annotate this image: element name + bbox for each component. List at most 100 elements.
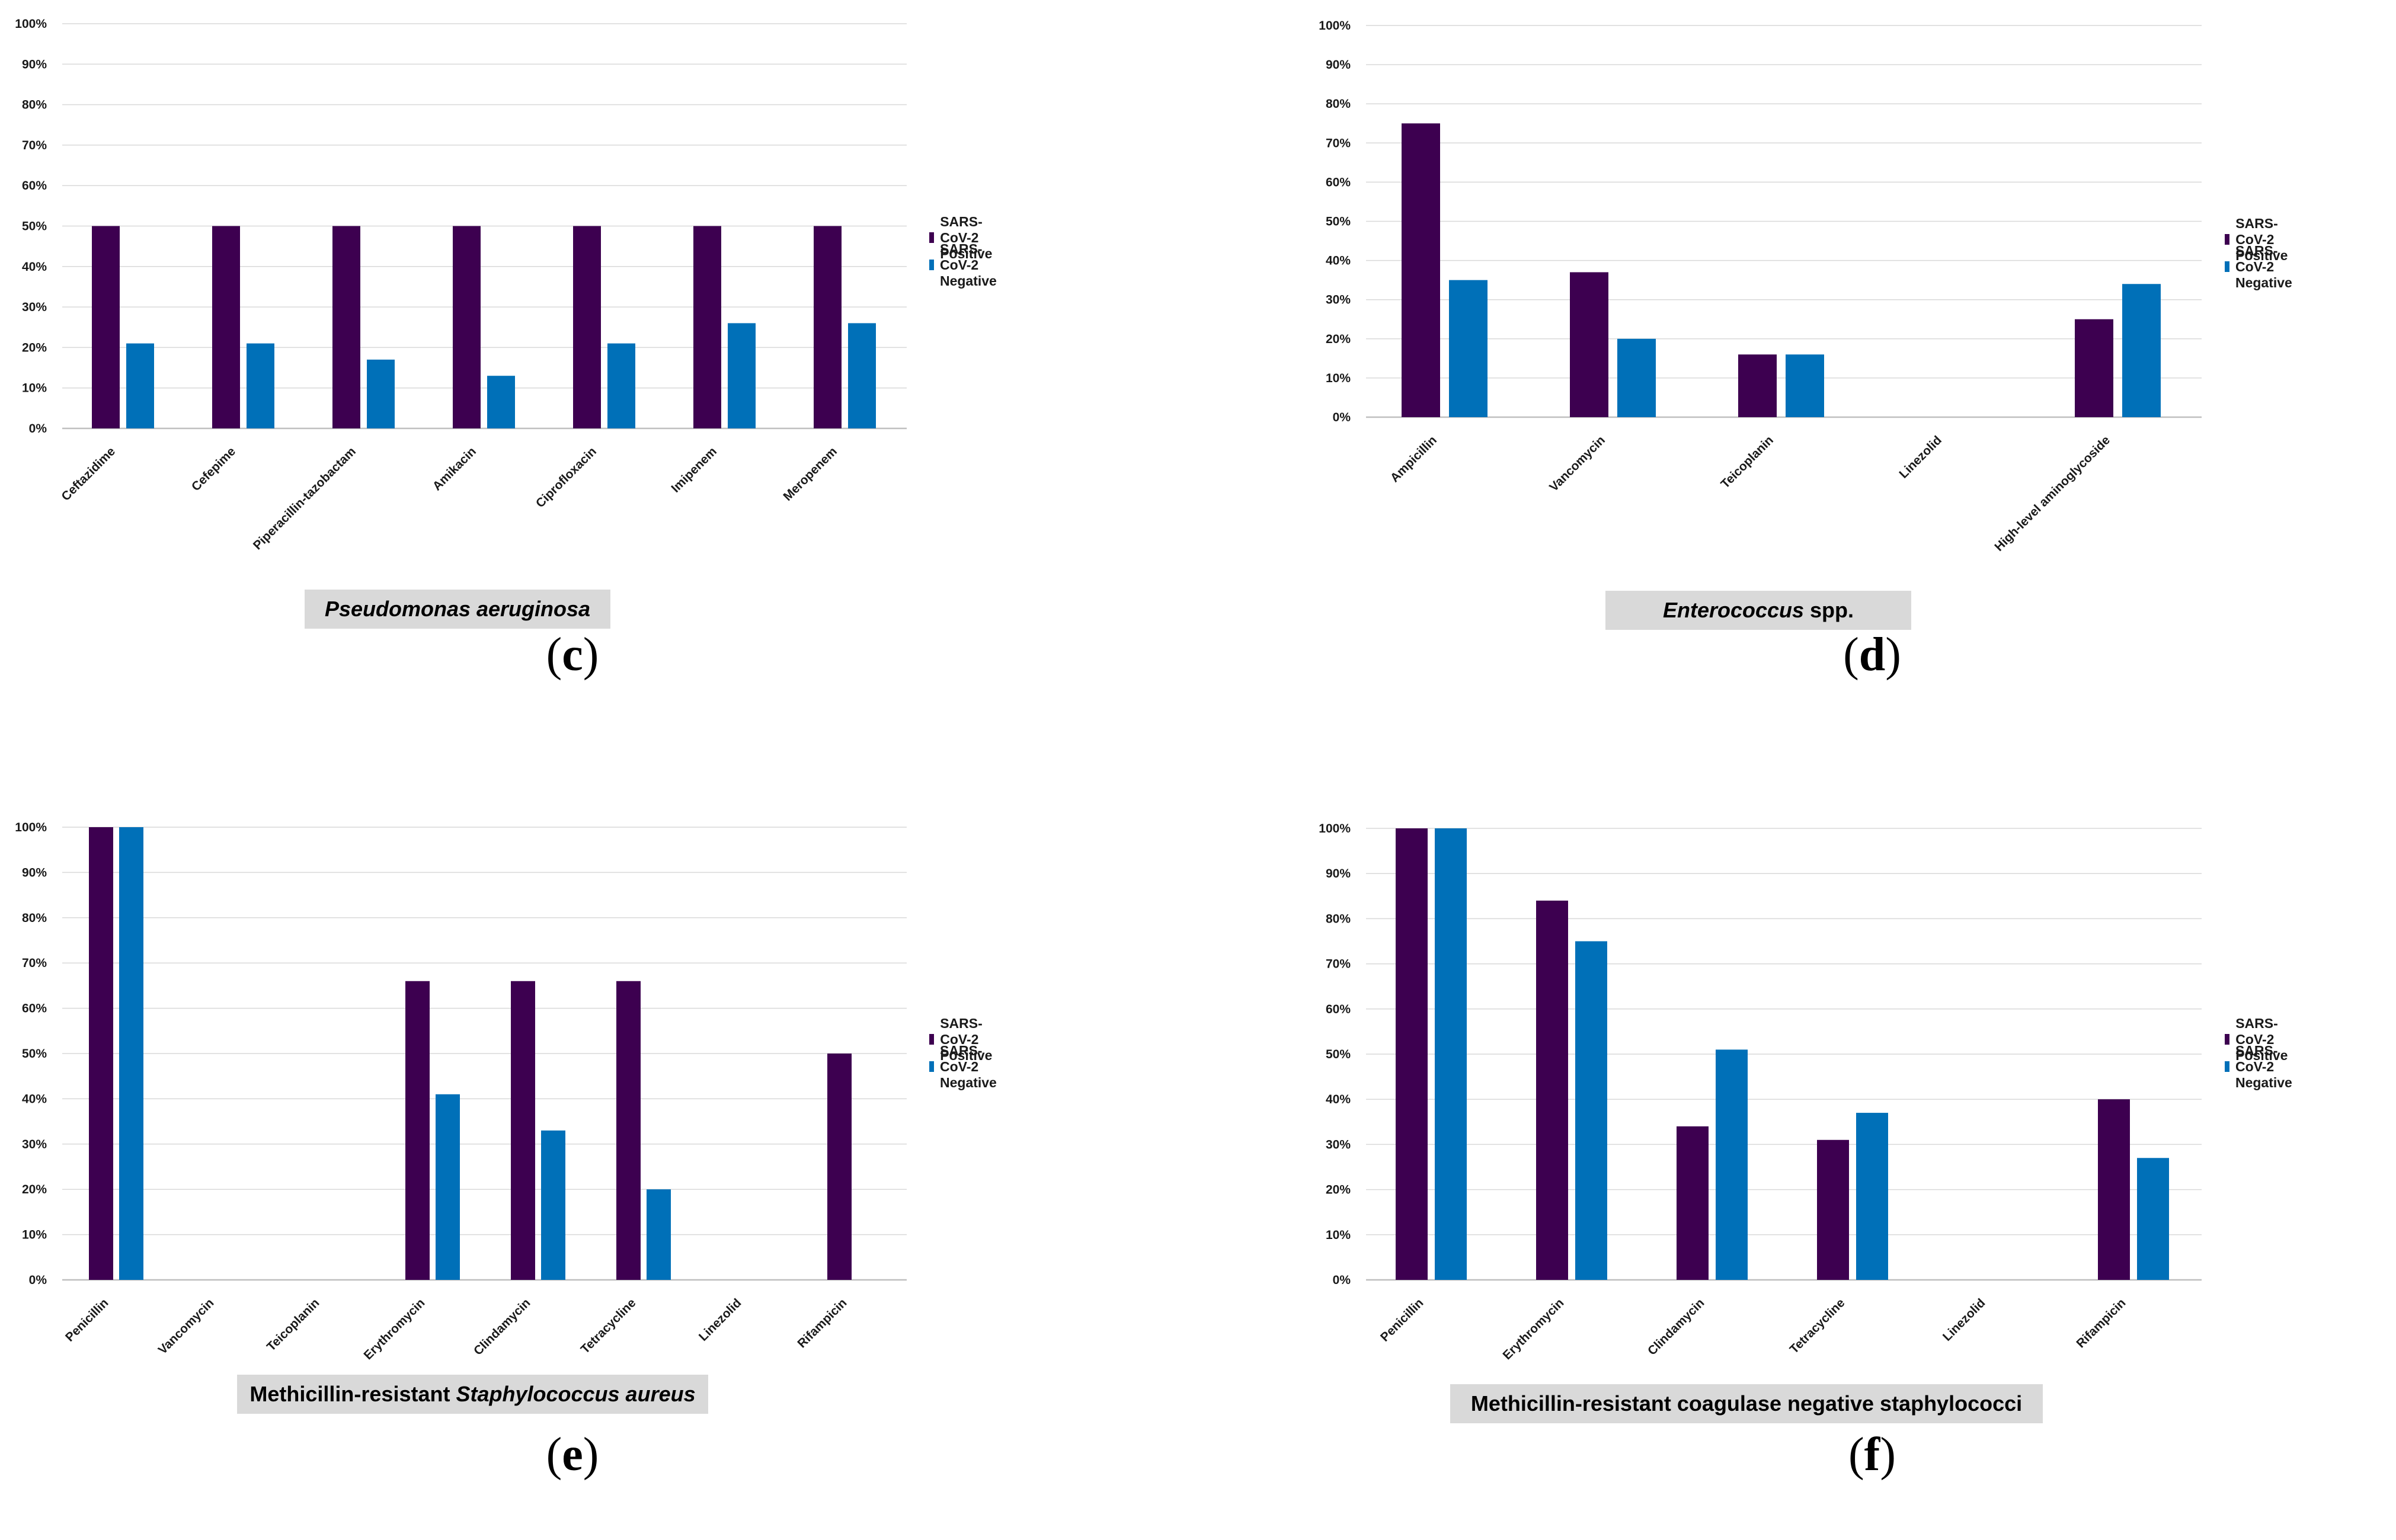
y-tick-label: 30% <box>22 300 47 314</box>
x-category-label: Linezolid <box>1940 1296 1988 1344</box>
legend-e: SARS-CoV-2 Positive SARS-CoV-2 Negative <box>929 1016 1003 1090</box>
legend-label-positive: SARS-CoV-2 Positive <box>940 213 993 261</box>
y-tick-label: 40% <box>1326 254 1351 268</box>
bar-positive <box>827 1054 852 1280</box>
y-tick-label: 40% <box>22 260 47 274</box>
bar-negative <box>541 1130 565 1280</box>
bar-negative <box>848 323 876 428</box>
bar-positive <box>814 226 842 428</box>
legend-label-positive: SARS-CoV-2 Positive <box>940 1015 993 1063</box>
legend-entry-positive: SARS-CoV-2 Positive <box>929 214 1003 261</box>
legend-label-negative: SARS-CoV-2 Negative <box>2235 242 2292 290</box>
bar-negative <box>1435 828 1467 1280</box>
panel-label-f: (f) <box>1848 1429 1896 1481</box>
legend-label-positive: SARS-CoV-2 Positive <box>2235 1015 2288 1063</box>
legend-swatch-positive <box>2225 234 2230 245</box>
panel-label-d: (d) <box>1843 629 1901 681</box>
bar-positive <box>92 226 120 428</box>
organism-caption-f: Methicillin-resistant coagulase negative… <box>1450 1384 2043 1423</box>
bar-negative <box>119 827 143 1280</box>
legend-entry-negative: SARS-CoV-2 Negative <box>2225 243 2298 290</box>
bar-negative <box>1716 1049 1748 1280</box>
bar-positive <box>89 827 113 1280</box>
bar-positive <box>1536 900 1568 1280</box>
x-category-label: Tetracycline <box>1787 1296 1848 1356</box>
bar-positive <box>2075 319 2113 417</box>
y-tick-label: 60% <box>22 179 47 193</box>
y-tick-label: 70% <box>22 139 47 152</box>
y-tick-label: 70% <box>22 956 47 970</box>
y-tick-label: 60% <box>22 1002 47 1016</box>
y-tick-label: 80% <box>22 98 47 112</box>
bar-negative <box>126 343 154 428</box>
y-tick-label: 70% <box>1326 958 1351 971</box>
bar-negative <box>728 323 756 428</box>
y-tick-label: 50% <box>1326 1048 1351 1061</box>
organism-caption-d: Enterococcus spp. <box>1605 591 1911 630</box>
y-tick-label: 20% <box>1326 332 1351 346</box>
legend-entry-positive: SARS-CoV-2 Positive <box>929 1016 1003 1063</box>
bar-negative <box>487 376 515 428</box>
bar-negative <box>2122 284 2161 417</box>
x-category-label: Penicillin <box>1378 1296 1426 1344</box>
organism-caption-e: Methicillin-resistant Staphylococcus aur… <box>237 1375 708 1414</box>
caption-text: Methicillin-resistant coagulase negative… <box>1470 1391 2023 1416</box>
y-tick-label: 10% <box>1326 1228 1351 1242</box>
y-tick-label: 90% <box>22 57 47 71</box>
y-tick-label: 30% <box>1326 293 1351 307</box>
bar-negative <box>1449 280 1487 417</box>
caption-text: Enterococcus <box>1662 598 1805 622</box>
y-tick-label: 100% <box>15 17 47 31</box>
bar-positive <box>1396 828 1428 1280</box>
x-category-label: Erythromycin <box>1501 1296 1567 1362</box>
bar-positive <box>1402 123 1440 417</box>
y-tick-label: 50% <box>22 220 47 233</box>
legend-entry-negative: SARS-CoV-2 Negative <box>929 241 1003 289</box>
bar-positive <box>453 226 481 428</box>
y-tick-label: 90% <box>1326 867 1351 881</box>
y-tick-label: 0% <box>29 1273 47 1287</box>
bar-negative <box>647 1189 671 1280</box>
bar-positive <box>2098 1099 2130 1280</box>
y-tick-label: 30% <box>22 1138 47 1151</box>
legend-swatch-negative <box>929 1061 934 1072</box>
legend-entry-positive: SARS-CoV-2 Positive <box>2225 216 2298 263</box>
legend-swatch-positive <box>929 1034 935 1045</box>
bar-negative <box>1856 1113 1888 1280</box>
bar-positive <box>1817 1139 1849 1280</box>
bar-negative <box>367 359 395 428</box>
legend-d: SARS-CoV-2 Positive SARS-CoV-2 Negative <box>2225 216 2298 290</box>
bar-negative <box>1575 941 1607 1280</box>
y-tick-label: 70% <box>1326 136 1351 150</box>
bar-negative <box>1617 338 1656 417</box>
y-tick-label: 100% <box>15 821 47 834</box>
legend-swatch-negative <box>2225 1061 2229 1072</box>
bar-positive <box>405 981 430 1280</box>
legend-c: SARS-CoV-2 Positive SARS-CoV-2 Negative <box>929 214 1003 289</box>
y-tick-label: 80% <box>1326 97 1351 111</box>
y-tick-label: 0% <box>1333 1273 1351 1287</box>
legend-swatch-positive <box>2225 1034 2230 1045</box>
legend-swatch-positive <box>929 232 935 243</box>
legend-entry-negative: SARS-CoV-2 Negative <box>2225 1043 2298 1090</box>
y-tick-label: 60% <box>1326 1003 1351 1016</box>
bar-negative <box>436 1094 460 1280</box>
y-tick-label: 20% <box>1326 1183 1351 1197</box>
y-tick-label: 20% <box>22 341 47 354</box>
legend-label-negative: SARS-CoV-2 Negative <box>939 241 997 289</box>
bar-positive <box>693 226 721 428</box>
y-tick-label: 90% <box>1326 58 1351 72</box>
legend-label-negative: SARS-CoV-2 Negative <box>2235 1042 2292 1090</box>
x-category-label: Clindamycin <box>1645 1296 1707 1358</box>
bar-positive <box>1677 1126 1709 1280</box>
organism-caption-c: Pseudomonas aeruginosa <box>305 590 610 629</box>
legend-entry-positive: SARS-CoV-2 Positive <box>2225 1016 2298 1063</box>
bar-positive <box>511 981 535 1280</box>
y-tick-label: 0% <box>29 422 47 436</box>
bar-negative <box>247 343 274 428</box>
caption-text: Staphylococcus aureus <box>456 1382 696 1406</box>
